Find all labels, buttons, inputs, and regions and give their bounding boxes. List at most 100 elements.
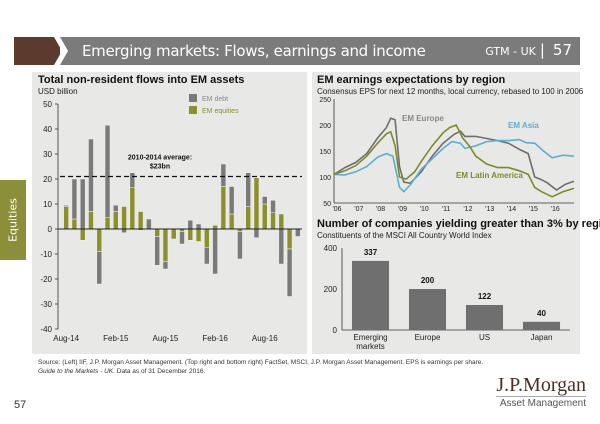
guide-note-rest: Data as of 31 December 2016. <box>114 368 206 375</box>
flows-chart-title: Total non-resident flows into EM assets <box>38 74 245 86</box>
debt-bar <box>63 205 69 207</box>
source-text: Source: (Left) IIF, J.P. Morgan Asset Ma… <box>38 359 484 366</box>
x-tick-label: '14 <box>507 206 516 212</box>
x-tick-label: Emerging <box>353 333 387 342</box>
x-tick-label: '08 <box>376 206 385 212</box>
x-tick-label: markets <box>356 342 384 351</box>
y-tick-label: 20 <box>43 175 52 184</box>
equities-bar <box>129 187 136 230</box>
equities-bar <box>270 212 276 230</box>
yield-chart-panel: Number of companies yielding greater tha… <box>312 212 600 354</box>
equities-bar <box>187 228 194 241</box>
debt-bar <box>286 248 293 297</box>
debt-bar <box>253 228 260 238</box>
equities-bar <box>212 225 218 230</box>
equities-bar <box>63 206 69 230</box>
debt-bar <box>113 205 119 212</box>
y-tick-label: 0 <box>48 225 53 234</box>
debt-bar <box>220 163 227 187</box>
x-tick-label: '10 <box>420 206 429 212</box>
footer-page-number: 57 <box>14 399 27 411</box>
equities-bar <box>104 217 111 230</box>
x-tick-label: '12 <box>463 206 472 212</box>
y-tick-label: 100 <box>319 175 331 182</box>
debt-bar <box>121 228 127 233</box>
y-tick-label: 30 <box>43 150 52 159</box>
label-em-europe: EM Europe <box>402 114 444 123</box>
header-right: GTM - UK | 57 <box>485 41 572 59</box>
guide-label: GTM - UK <box>485 45 536 58</box>
debt-bar <box>154 236 160 266</box>
equities-bar <box>262 203 268 230</box>
equities-bar <box>286 228 293 250</box>
y-tick-label: 50 <box>43 100 52 109</box>
bar-3 <box>522 321 561 330</box>
debt-bar <box>295 228 301 237</box>
equities-bar <box>121 206 127 230</box>
equities-bar <box>245 206 251 230</box>
y-tick-label: 0 <box>333 326 338 335</box>
equities-bar <box>195 228 202 242</box>
debt-bar <box>195 223 202 230</box>
equities-bar <box>220 186 227 230</box>
label-em-asia: EM Asia <box>508 121 539 130</box>
side-tab-equities: Equities <box>0 180 26 260</box>
label-em-latin-america: EM Latin America <box>456 171 523 180</box>
x-tick-label: US <box>479 333 490 342</box>
debt-bar <box>129 172 136 188</box>
average-value: $23bn <box>150 164 170 171</box>
x-tick-label: '11 <box>442 206 451 212</box>
y-tick-label: 50 <box>323 201 331 208</box>
x-tick-label: '06 <box>332 206 341 212</box>
header-chevron <box>14 37 62 65</box>
equities-bar <box>96 228 102 252</box>
legend-swatch-debt <box>189 94 197 102</box>
side-tab-label: Equities <box>6 198 20 242</box>
x-tick-label: '13 <box>485 206 494 212</box>
x-tick-label: Feb-15 <box>103 334 129 343</box>
equities-bar <box>137 211 144 230</box>
y-tick-label: 150 <box>319 149 331 156</box>
debt-bar <box>96 251 102 285</box>
slide-title: Emerging markets: Flows, earnings and in… <box>82 42 426 60</box>
equities-bar <box>88 211 94 230</box>
header-page-number: 57 <box>552 41 572 59</box>
guide-note-italic: Guide to the Markets - UK. <box>38 368 115 375</box>
debt-bar <box>228 186 235 215</box>
yield-chart-subtitle: Constituents of the MSCI All Country Wor… <box>317 231 492 240</box>
y-tick-label: 40 <box>43 125 52 134</box>
equities-bar <box>228 213 235 230</box>
eps-chart: 250 200 150 100 50'06 '07 '08 '09 '10 '11 '12 '13 '1… <box>319 97 575 212</box>
equities-bar <box>278 213 285 230</box>
x-tick-label: Aug-15 <box>153 334 179 343</box>
x-tick-label: '15 <box>529 206 538 212</box>
x-tick-label: Japan <box>531 333 553 342</box>
x-tick-label: '16 <box>551 206 560 212</box>
equities-bar <box>253 177 260 230</box>
debt-bar <box>104 125 111 218</box>
bar-2 <box>465 304 504 330</box>
equities-bar <box>154 228 160 237</box>
debt-bar <box>278 228 285 265</box>
y-tick-label: 250 <box>319 97 331 104</box>
source-note: Source: (Left) IIF, J.P. Morgan Asset Ma… <box>38 358 483 376</box>
equities-bar <box>113 211 119 230</box>
x-tick-label: Aug-14 <box>53 334 79 343</box>
equities-bar <box>162 228 169 262</box>
equities-bar <box>71 218 78 230</box>
debt-bar <box>204 247 210 265</box>
data-label: 337 <box>364 248 378 257</box>
header-bar: Emerging markets: Flows, earnings and in… <box>60 37 580 65</box>
eps-chart-title: EM earnings expectations by region <box>317 74 506 86</box>
debt-bar <box>270 200 276 213</box>
y-tick-label: -30 <box>40 300 52 309</box>
logo-subtitle: Asset Management <box>499 398 586 409</box>
debt-bar <box>79 178 86 230</box>
equities-bar <box>79 228 86 241</box>
debt-bar <box>237 231 243 260</box>
data-label: 200 <box>421 276 435 285</box>
y-tick-label: 200 <box>319 123 331 130</box>
debt-bar <box>245 172 251 207</box>
x-tick-label: Feb-16 <box>202 334 228 343</box>
